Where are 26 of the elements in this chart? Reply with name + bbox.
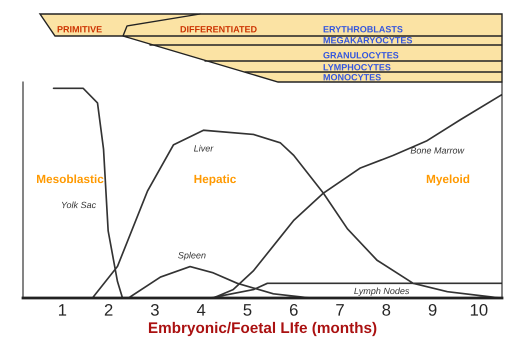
series-label: Lymph Nodes	[354, 288, 410, 296]
annotation: Hepatic	[194, 174, 236, 186]
text: MONOCYTES	[324, 74, 381, 80]
x-tick-label: 7	[336, 304, 344, 316]
x-tick-label: 5	[243, 304, 252, 316]
x-tick-label: 4	[196, 304, 206, 316]
x-tick-label: 8	[382, 304, 390, 316]
x-tick-label: 3	[150, 304, 159, 316]
series-label: Yolk Sac	[62, 202, 96, 208]
x-axis-title: Embryonic/Foetal LIfe (months)	[148, 322, 376, 336]
x-tick-label: 2	[104, 304, 112, 316]
text: MEGAKARYOCYTES	[324, 37, 412, 44]
text: LYMPHOCYTES	[324, 64, 391, 70]
text: DIFFERENTIATED	[180, 26, 257, 32]
x-tick-label: 6	[290, 304, 298, 316]
x-tick-label: 10	[470, 304, 488, 316]
series-label: Spleen	[178, 252, 206, 260]
text: GRANULOCYTES	[323, 52, 398, 58]
text: ERYTHROBLASTS	[324, 26, 403, 32]
text: PRIMITIVE	[58, 26, 102, 32]
annotation: Myeloid	[426, 174, 470, 186]
series-label: Bone Marrow	[410, 147, 465, 154]
x-tick-label: 9	[428, 304, 436, 316]
annotation: Mesoblastic	[37, 174, 104, 184]
x-tick-label: 1	[58, 304, 66, 316]
series-label: Liver	[194, 144, 214, 152]
